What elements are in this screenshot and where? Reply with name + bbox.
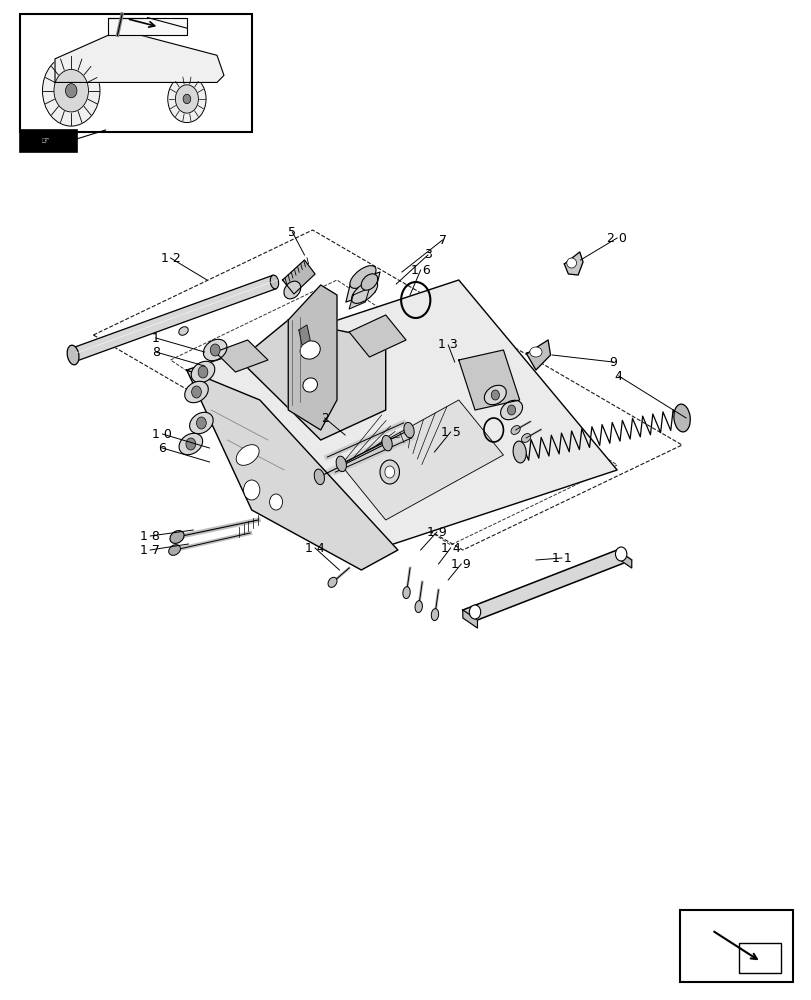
Ellipse shape	[521, 434, 530, 442]
Polygon shape	[288, 285, 337, 430]
Ellipse shape	[300, 341, 320, 359]
Text: 1 4: 1 4	[305, 542, 324, 554]
Ellipse shape	[191, 361, 215, 383]
Bar	[738, 943, 780, 973]
Ellipse shape	[178, 433, 203, 455]
Ellipse shape	[184, 381, 208, 403]
Text: 8: 8	[152, 346, 160, 359]
Ellipse shape	[336, 456, 346, 472]
Polygon shape	[345, 272, 380, 302]
Circle shape	[186, 438, 195, 450]
Circle shape	[196, 417, 206, 429]
Polygon shape	[349, 288, 369, 309]
Text: 1 3: 1 3	[438, 338, 457, 352]
Text: 1 7: 1 7	[140, 544, 160, 556]
Text: 9: 9	[608, 356, 616, 368]
Ellipse shape	[529, 347, 542, 357]
Circle shape	[54, 69, 88, 112]
Ellipse shape	[483, 385, 506, 405]
Bar	[680, 910, 792, 982]
Ellipse shape	[303, 378, 317, 392]
Ellipse shape	[178, 327, 188, 335]
Bar	[20, 14, 251, 132]
Text: 1 6: 1 6	[410, 263, 430, 276]
Polygon shape	[282, 260, 315, 294]
Polygon shape	[71, 275, 276, 362]
Bar	[20, 130, 77, 152]
Circle shape	[168, 75, 206, 123]
Text: 2: 2	[320, 412, 328, 424]
Polygon shape	[341, 400, 503, 520]
Ellipse shape	[566, 258, 576, 268]
Polygon shape	[564, 252, 582, 275]
Ellipse shape	[403, 422, 414, 438]
Ellipse shape	[500, 400, 522, 420]
Ellipse shape	[67, 345, 79, 365]
Text: 4: 4	[614, 369, 622, 382]
Text: 6: 6	[158, 442, 166, 454]
Text: 5: 5	[288, 226, 296, 238]
Ellipse shape	[284, 281, 300, 299]
Polygon shape	[215, 340, 268, 372]
Circle shape	[243, 480, 260, 500]
Circle shape	[380, 460, 399, 484]
Ellipse shape	[169, 545, 180, 555]
Ellipse shape	[169, 531, 184, 543]
Circle shape	[175, 85, 198, 113]
Ellipse shape	[381, 435, 392, 451]
Text: 7: 7	[438, 233, 446, 246]
Text: 1 8: 1 8	[140, 530, 160, 542]
Polygon shape	[239, 320, 385, 440]
Ellipse shape	[236, 445, 259, 465]
Circle shape	[198, 366, 208, 378]
Ellipse shape	[203, 339, 227, 361]
Ellipse shape	[414, 601, 422, 613]
Circle shape	[210, 344, 220, 356]
Ellipse shape	[314, 469, 324, 485]
Text: 1 1: 1 1	[551, 552, 571, 564]
Text: ☞: ☞	[40, 136, 49, 146]
Circle shape	[507, 405, 515, 415]
Polygon shape	[187, 370, 397, 570]
Ellipse shape	[351, 281, 377, 303]
Ellipse shape	[361, 274, 377, 290]
Ellipse shape	[673, 404, 689, 432]
Ellipse shape	[510, 426, 520, 434]
Polygon shape	[462, 610, 477, 628]
Circle shape	[182, 94, 191, 104]
Circle shape	[384, 466, 394, 478]
Text: 1 9: 1 9	[451, 558, 470, 570]
Polygon shape	[187, 280, 616, 560]
Polygon shape	[458, 350, 519, 410]
Polygon shape	[526, 340, 550, 370]
Polygon shape	[55, 35, 224, 82]
Ellipse shape	[270, 275, 278, 289]
Text: 1 2: 1 2	[161, 251, 180, 264]
Text: 1 5: 1 5	[440, 426, 460, 438]
Text: 1 9: 1 9	[427, 526, 446, 538]
Text: 2 0: 2 0	[607, 232, 626, 244]
Polygon shape	[462, 550, 631, 620]
Ellipse shape	[189, 412, 213, 434]
Text: 1 0: 1 0	[152, 428, 172, 440]
Circle shape	[66, 84, 77, 98]
Polygon shape	[108, 18, 187, 35]
Circle shape	[491, 390, 499, 400]
Text: 1: 1	[152, 332, 160, 344]
Circle shape	[269, 494, 282, 510]
Polygon shape	[298, 325, 310, 345]
Text: 3: 3	[423, 248, 431, 261]
Ellipse shape	[431, 609, 438, 621]
Ellipse shape	[402, 587, 410, 599]
Polygon shape	[349, 315, 406, 357]
Polygon shape	[616, 550, 631, 568]
Circle shape	[42, 55, 100, 126]
Ellipse shape	[328, 577, 337, 587]
Ellipse shape	[513, 441, 526, 463]
Circle shape	[469, 605, 480, 619]
Text: 1 4: 1 4	[440, 542, 460, 554]
Circle shape	[615, 547, 626, 561]
Circle shape	[191, 386, 201, 398]
Ellipse shape	[350, 266, 375, 288]
